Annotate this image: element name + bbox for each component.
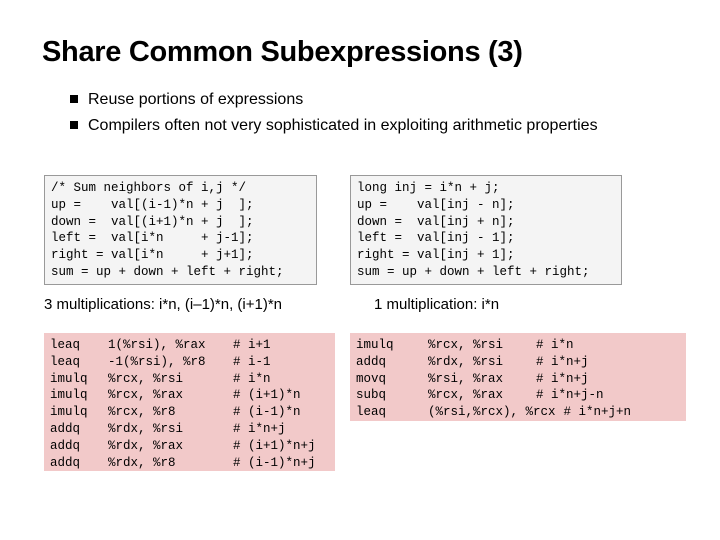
caption: 1 multiplication: i*n xyxy=(374,296,500,313)
mnemonic: addq xyxy=(50,421,81,436)
asm-line: movq %rsi, %rax # i*n+j xyxy=(356,371,680,388)
code-box: /* Sum neighbors of i,j */ up = val[(i-1)… xyxy=(44,175,317,285)
code-line: down = val[(i+1)*n + j ]; xyxy=(51,214,254,229)
operands: %rsi, %rax xyxy=(428,371,504,386)
mnemonic: imulq xyxy=(50,371,88,386)
code-box: long inj = i*n + j; up = val[inj - n]; dow… xyxy=(350,175,622,285)
code-line: /* Sum neighbors of i,j */ xyxy=(51,181,247,195)
caption: 3 multiplications: i*n, (i–1)*n, (i+1)*n xyxy=(44,296,283,313)
asm-line: subq %rcx, %rax # i*n+j-n xyxy=(356,387,680,404)
mnemonic: imulq xyxy=(50,405,88,420)
mnemonic: subq xyxy=(356,388,387,403)
operands: %rcx, %rax xyxy=(428,388,504,403)
mnemonic: imulq xyxy=(356,338,394,352)
code-line: up = val[inj - n]; xyxy=(357,197,515,212)
asm-line: addq %rdx, %rsi # i*n+j xyxy=(356,354,680,371)
comment: # (i+1)*n xyxy=(233,388,301,403)
asm-line: addq %rdx, %rsi # i*n+j xyxy=(50,421,329,438)
mnemonic: leaq xyxy=(50,354,81,369)
comment: # i*n+j+n xyxy=(563,405,632,420)
bullet-list: Reuse portions of expressions Compilers o… xyxy=(70,88,630,140)
mnemonic: imulq xyxy=(50,388,88,403)
asm-line: leaq (%rsi,%rcx), %rcx # i*n+j+n xyxy=(356,404,680,421)
bullet: Reuse portions of expressions xyxy=(70,88,630,112)
mnemonic: addq xyxy=(50,438,81,453)
comment: # (i+1)*n+j xyxy=(233,438,316,453)
comment: # i*n+j-n xyxy=(536,388,604,403)
asm-line: imulq %rcx, %r8 # (i-1)*n xyxy=(50,404,329,421)
operands: %rdx, %r8 xyxy=(108,455,176,470)
asm-line: imulq %rcx, %rsi # i*n xyxy=(356,337,680,354)
comment: # i-1 xyxy=(233,354,271,369)
asm-line: addq %rdx, %rax # (i+1)*n+j xyxy=(50,438,329,455)
bullet: Compilers often not very sophisticated i… xyxy=(70,114,630,138)
operands: %rcx, %rax xyxy=(108,388,184,403)
comment: # i*n xyxy=(233,371,271,386)
comment: # i*n+j xyxy=(233,421,286,436)
mnemonic: addq xyxy=(356,354,387,369)
operands: %rcx, %rsi xyxy=(108,371,184,386)
asm-line: leaq -1(%rsi), %r8 # i-1 xyxy=(50,354,329,371)
code-line: long inj = i*n + j; xyxy=(357,181,500,195)
assembly-box: leaq 1(%rsi), %rax # i+1 leaq -1(%rsi), %r8 #… xyxy=(44,333,335,471)
mnemonic: movq xyxy=(356,371,387,386)
comment: # (i-1)*n+j xyxy=(233,455,316,470)
code-line: right = val[i*n + j+1]; xyxy=(51,248,254,263)
operands: %rdx, %rax xyxy=(108,438,184,453)
assembly-box: imulq %rcx, %rsi # i*n addq %rdx, %rsi # i*n+… xyxy=(350,333,686,421)
operands: %rdx, %rsi xyxy=(108,421,184,436)
slide-title: Share Common Subexpressions (3) xyxy=(42,36,523,68)
asm-line: imulq %rcx, %rax # (i+1)*n xyxy=(50,387,329,404)
operands: %rdx, %rsi xyxy=(428,354,504,369)
mnemonic: leaq xyxy=(50,338,81,352)
asm-line: leaq 1(%rsi), %rax # i+1 xyxy=(50,337,329,354)
code-line: left = val[inj - 1]; xyxy=(357,231,515,246)
operands: 1(%rsi), %rax xyxy=(108,338,206,352)
code-line: sum = up + down + left + right; xyxy=(357,264,590,279)
code-line: left = val[i*n + j-1]; xyxy=(51,231,254,246)
code-line: down = val[inj + n]; xyxy=(357,214,515,229)
code-line: right = val[inj + 1]; xyxy=(357,248,515,263)
comment: # i+1 xyxy=(233,338,271,352)
comment: # i*n+j xyxy=(536,354,589,369)
comment: # i*n xyxy=(536,338,574,352)
comment: # (i-1)*n xyxy=(233,405,301,420)
code-line: sum = up + down + left + right; xyxy=(51,264,284,279)
mnemonic: addq xyxy=(50,455,81,470)
code-line: up = val[(i-1)*n + j ]; xyxy=(51,197,254,212)
asm-line: imulq %rcx, %rsi # i*n xyxy=(50,371,329,388)
operands: %rcx, %r8 xyxy=(108,405,176,420)
comment: # i*n+j xyxy=(536,371,589,386)
operands: %rcx, %rsi xyxy=(428,338,504,352)
operands: (%rsi,%rcx), %rcx xyxy=(428,405,556,420)
mnemonic: leaq xyxy=(356,405,387,420)
operands: -1(%rsi), %r8 xyxy=(108,354,206,369)
asm-line: addq %rdx, %r8 # (i-1)*n+j xyxy=(50,455,329,472)
